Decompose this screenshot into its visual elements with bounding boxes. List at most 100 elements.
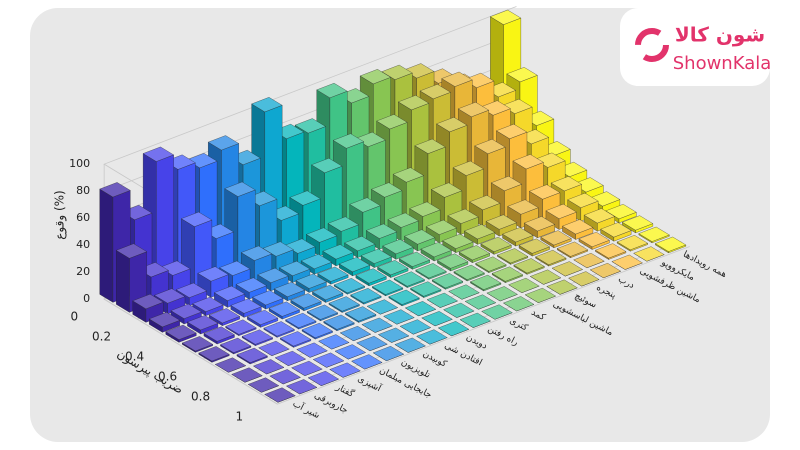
bar — [447, 208, 479, 235]
bar-top — [257, 267, 289, 283]
bar-top — [371, 182, 403, 198]
bar-top — [633, 246, 665, 262]
bar-top — [475, 256, 507, 272]
bar-top — [540, 230, 572, 246]
bar-top — [605, 204, 637, 220]
bar-top — [273, 281, 306, 297]
bar-top — [381, 64, 413, 80]
bar-top — [258, 340, 290, 356]
bar — [464, 294, 497, 310]
bar — [300, 254, 333, 275]
bar-top — [316, 83, 348, 98]
x-tick-label: 0.4 — [125, 350, 144, 364]
bar — [225, 319, 257, 336]
bar — [583, 208, 616, 232]
bar-top — [442, 233, 474, 249]
x-tick-label: 1 — [235, 410, 243, 424]
bar-side — [116, 250, 130, 313]
bar-top — [654, 236, 687, 252]
bar-top — [224, 181, 256, 197]
bar — [415, 263, 447, 280]
bar — [317, 266, 349, 285]
bar — [187, 315, 219, 335]
bar — [573, 253, 605, 268]
bar-top — [268, 301, 300, 317]
bar-top — [452, 160, 484, 176]
bar — [344, 236, 376, 258]
bar-top — [377, 260, 409, 276]
bar-top — [231, 367, 263, 383]
bar — [540, 230, 572, 249]
z-tick-label: 20 — [76, 265, 90, 278]
bar-top — [518, 238, 550, 254]
bar-top — [175, 282, 208, 298]
bar-top — [545, 203, 577, 219]
bar-top — [529, 184, 561, 200]
bar — [595, 243, 627, 260]
bar-top — [420, 242, 452, 258]
bar-top — [165, 324, 197, 340]
bar-top — [219, 260, 251, 276]
bar-top — [355, 268, 387, 284]
bar-top — [295, 273, 327, 289]
bar — [181, 336, 214, 353]
z-tick-label: 100 — [69, 157, 90, 170]
bar-top — [524, 287, 557, 303]
bar-top — [262, 241, 294, 257]
bar-top — [361, 317, 393, 333]
bar-top — [600, 222, 632, 238]
bar — [208, 308, 241, 326]
bar-top — [349, 197, 381, 213]
bar — [410, 281, 442, 298]
bar — [247, 377, 280, 393]
bar-top — [523, 216, 556, 232]
bar-top — [300, 254, 333, 269]
bar — [329, 362, 361, 378]
bar — [448, 284, 480, 300]
bar — [453, 264, 485, 282]
bar-top — [431, 273, 464, 289]
bar-top — [240, 245, 273, 261]
bar-top — [365, 223, 398, 239]
bar-top — [595, 243, 627, 259]
bar — [394, 337, 426, 353]
bar — [425, 219, 458, 243]
bar — [214, 357, 247, 373]
bar-top — [213, 285, 246, 301]
bar-top — [567, 192, 599, 208]
bar — [382, 239, 414, 260]
bar-top — [490, 176, 523, 191]
bar-top — [301, 322, 333, 338]
logo-icon — [635, 28, 669, 62]
bar — [420, 242, 452, 262]
bar — [258, 340, 290, 356]
bar — [165, 324, 197, 343]
bar-top — [489, 9, 522, 25]
bar-top — [312, 285, 344, 300]
bar — [437, 321, 470, 337]
bar-top — [437, 253, 469, 269]
bar — [350, 288, 382, 305]
bar-top — [388, 289, 420, 305]
bar — [295, 273, 327, 293]
bar-top — [421, 311, 453, 327]
bar — [611, 254, 643, 270]
bar-top — [481, 304, 513, 320]
bar-top — [356, 336, 388, 351]
bar-top — [230, 298, 262, 314]
z-tick-label: 0 — [83, 292, 90, 305]
bar-top — [507, 199, 539, 215]
bar — [306, 304, 339, 322]
bar — [264, 387, 296, 403]
bar — [252, 290, 284, 310]
bar-top — [503, 296, 535, 312]
bar — [253, 359, 285, 375]
bar — [496, 248, 529, 265]
bar-top — [457, 102, 490, 117]
bar-top — [464, 294, 497, 310]
bar — [551, 261, 583, 277]
bar-top — [583, 208, 616, 224]
bar-top — [306, 304, 339, 320]
bar-top — [496, 248, 529, 264]
bar-top — [279, 331, 312, 347]
